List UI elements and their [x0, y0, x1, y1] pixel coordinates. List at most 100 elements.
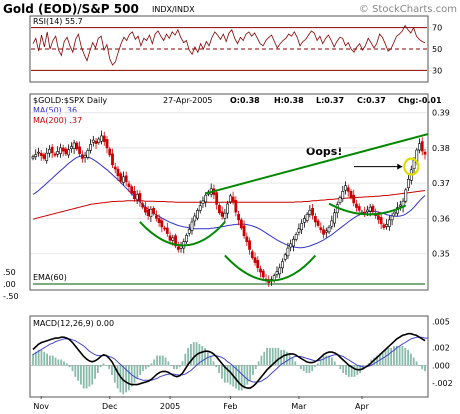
macd-histogram-bar	[77, 365, 80, 381]
macd-histogram-bar	[285, 351, 288, 366]
macd-histogram-bar	[49, 355, 51, 366]
macd-histogram-bar	[246, 365, 249, 385]
macd-histogram-bar	[173, 365, 175, 370]
macd-histogram-bar	[170, 365, 173, 366]
macd-histogram-bar	[133, 365, 136, 383]
price-candle	[160, 220, 164, 228]
price-candle	[50, 146, 54, 154]
price-candle	[45, 152, 49, 161]
price-candle	[319, 227, 323, 231]
price-layer	[31, 112, 429, 287]
macd-histogram-bar	[421, 365, 424, 370]
macd-histogram-bar	[336, 365, 339, 366]
rsi-layer	[31, 24, 427, 71]
macd-histogram-bar	[333, 361, 336, 366]
price-candle	[39, 152, 43, 156]
price-candle	[259, 268, 262, 273]
price-candle	[393, 211, 397, 215]
price-candle	[349, 190, 353, 198]
macd-histogram-bar	[325, 355, 328, 366]
macd-histogram-bar	[167, 361, 170, 366]
pattern-arc	[224, 254, 317, 282]
macd-histogram-bar	[283, 349, 285, 366]
ema-tick-label: .00	[3, 280, 16, 289]
price-candle	[387, 219, 391, 227]
macd-histogram-bar	[407, 349, 409, 366]
price-candle	[327, 226, 331, 233]
price-candle	[135, 194, 139, 201]
macd-title: MACD(12,26,9) 0.00	[33, 319, 114, 328]
price-candle	[185, 235, 188, 243]
macd-histogram-bar	[142, 365, 144, 372]
macd-histogram-bar	[192, 342, 195, 366]
price-candle	[308, 210, 312, 215]
x-tick-label: Dec	[102, 402, 117, 411]
macd-histogram-bar	[390, 347, 393, 366]
price-candle	[168, 235, 172, 241]
price-candle	[141, 203, 145, 208]
macd-histogram-bar	[223, 365, 226, 383]
price-candle	[256, 260, 260, 269]
macd-histogram-bar	[99, 365, 102, 368]
price-candle	[75, 142, 79, 150]
price-candle	[300, 223, 304, 231]
price-candle	[102, 135, 106, 142]
macd-histogram-bar	[260, 355, 263, 366]
price-candle	[69, 146, 73, 149]
price-candle	[278, 267, 282, 275]
macd-histogram-bar	[266, 347, 268, 366]
macd-histogram-bar	[85, 365, 88, 389]
price-candle	[111, 153, 114, 166]
macd-histogram-bar	[297, 365, 299, 366]
macd-histogram-bar	[181, 361, 184, 366]
macd-histogram-bar	[314, 365, 316, 368]
macd-histogram-bar	[119, 365, 122, 393]
macd-histogram-bar	[401, 345, 404, 366]
macd-tick-label: -.002	[432, 379, 453, 388]
rsi-title: RSI(14) 55.7	[33, 17, 83, 26]
price-candle	[333, 212, 336, 224]
price-candle	[198, 205, 202, 211]
price-candle	[83, 155, 87, 158]
macd-histogram-bar	[418, 365, 421, 366]
macd-histogram-bar	[412, 357, 415, 366]
macd-histogram-bar	[322, 355, 325, 366]
price-candle	[398, 204, 402, 207]
price-candle	[130, 186, 134, 194]
axis-layer: 70 50 30 0.39 0.38 0.37 0.36 0.35 .50 .00 -.50 .005…	[3, 24, 453, 411]
macd-histogram-bar	[150, 363, 153, 366]
macd-histogram-bar	[409, 353, 412, 366]
macd-histogram-bar	[376, 355, 378, 366]
macd-histogram-bar	[91, 365, 94, 385]
macd-histogram-bar	[139, 365, 142, 375]
price-candle	[116, 168, 120, 177]
price-candle	[248, 240, 251, 250]
price-candle	[322, 229, 325, 235]
price-candle	[64, 148, 68, 155]
macd-histogram-bar	[395, 345, 398, 366]
macd-histogram-bar	[384, 349, 387, 366]
macd-histogram-bar	[94, 365, 96, 379]
price-candle	[344, 185, 347, 191]
rsi-tick-label: 30	[432, 66, 442, 75]
price-candle	[281, 261, 284, 269]
macd-histogram-bar	[274, 347, 277, 366]
price-tick-label: 0.38	[432, 144, 450, 153]
price-candle	[37, 151, 40, 154]
price-candle	[42, 154, 46, 159]
price-candle	[275, 271, 279, 275]
macd-histogram-bar	[153, 359, 156, 366]
x-tick-label: Nov	[33, 402, 49, 411]
price-candle	[371, 205, 375, 213]
macd-histogram-bar	[364, 365, 367, 366]
macd-histogram-bar	[127, 365, 130, 391]
stats-low: L:0.37	[316, 96, 344, 105]
price-candle	[390, 215, 394, 221]
macd-histogram-bar	[184, 353, 187, 366]
macd-histogram-bar	[345, 365, 347, 375]
macd-histogram-bar	[347, 365, 350, 377]
macd-tick-label: .005	[432, 317, 450, 326]
price-candle	[187, 229, 191, 234]
price-candle	[59, 147, 62, 154]
x-tick-label: Feb	[223, 402, 237, 411]
